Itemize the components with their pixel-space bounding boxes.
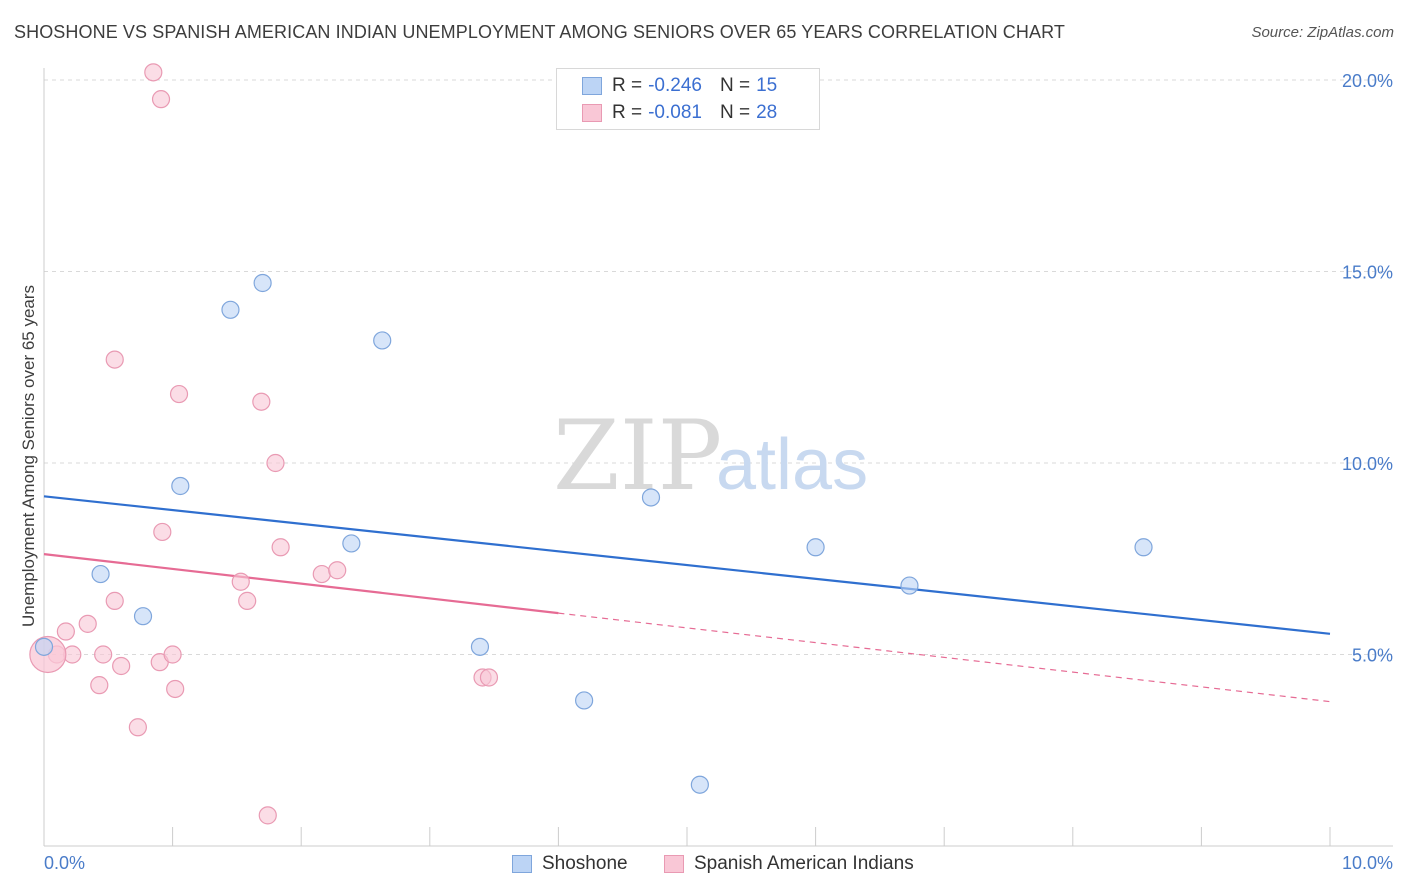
spanish-american-indians-point xyxy=(169,384,189,404)
shoshone-point xyxy=(575,691,594,710)
shoshone-point xyxy=(373,331,392,350)
shoshone-point xyxy=(1134,538,1153,557)
watermark-zip: ZIP xyxy=(553,400,722,512)
legend-n-value: 15 xyxy=(756,75,778,96)
spanish-american-indians-point xyxy=(151,90,171,109)
chart-source: Source: ZipAtlas.com xyxy=(1251,24,1394,41)
shoshone-point xyxy=(900,576,919,595)
legend-swatch-shoshone xyxy=(582,77,602,95)
spanish-american-indians-point xyxy=(105,350,124,369)
y-tick-label: 20.0% xyxy=(1342,71,1393,91)
spanish-american-indians-point xyxy=(266,453,285,473)
spanish-american-indians-point xyxy=(128,718,147,737)
spanish-american-indians-point xyxy=(78,614,97,633)
shoshone-point xyxy=(133,607,153,626)
bottom-legend-swatch-spanish-american-indians xyxy=(664,855,684,873)
legend-swatch-spanish-american-indians xyxy=(582,104,602,122)
shoshone-point xyxy=(221,300,240,319)
spanish-american-indians-point xyxy=(153,522,172,542)
legend-row-spanish-american-indians: R = -0.081 N = 28 xyxy=(557,100,777,126)
x-tick-label-min: 0.0% xyxy=(44,853,85,873)
bottom-legend-spanish-american-indians: Spanish American Indians xyxy=(664,852,914,876)
legend-n-label: N = xyxy=(719,102,751,123)
shoshone-point xyxy=(91,564,110,584)
shoshone-point xyxy=(171,476,190,496)
axis-layer: 5.0% 10.0% 15.0% 20.0% xyxy=(43,68,1393,847)
spanish-american-indians-point xyxy=(112,656,131,676)
spanish-american-indians-point xyxy=(90,676,109,695)
legend-row-shoshone: R = -0.246 N = 15 xyxy=(557,73,777,99)
shoshone-point xyxy=(342,534,361,553)
shoshone-point xyxy=(690,775,709,794)
spanish-american-indians-point xyxy=(231,572,250,591)
bottom-legend-label-shoshone: Shoshone xyxy=(542,853,628,874)
spanish-american-indians-point xyxy=(312,564,331,584)
trend-layer xyxy=(43,495,1331,703)
legend-n-label: N = xyxy=(719,75,751,96)
point-layer xyxy=(29,63,1153,825)
legend-r-value: -0.246 xyxy=(648,75,702,96)
legend-r-label: R = xyxy=(612,102,643,123)
spanish-american-indians-point xyxy=(328,561,347,580)
legend-r-label: R = xyxy=(612,75,643,96)
correlation-legend: R = -0.246 N = 15 R = -0.081 N = 28 xyxy=(556,68,820,130)
bottom-legend-label-spanish-american-indians: Spanish American Indians xyxy=(694,853,914,874)
y-tick-label: 5.0% xyxy=(1352,646,1393,666)
spanish-american-indians-point xyxy=(238,591,257,610)
spanish-american-indians-point xyxy=(271,538,290,557)
spanish-american-indians-point xyxy=(56,622,75,641)
shoshone-point xyxy=(34,637,54,656)
y-axis-title: Unemployment Among Seniors over 65 years xyxy=(19,285,38,627)
trend-line-dashed xyxy=(558,612,1331,703)
bottom-legend-shoshone: Shoshone xyxy=(512,852,628,876)
legend-r-value: -0.081 xyxy=(648,102,702,123)
spanish-american-indians-point xyxy=(479,668,499,687)
trend-line-solid xyxy=(43,553,559,615)
spanish-american-indians-point xyxy=(252,392,271,411)
shoshone-point xyxy=(806,538,825,557)
shoshone-point xyxy=(470,637,490,656)
spanish-american-indians-point xyxy=(105,591,124,610)
chart-title: SHOSHONE VS SPANISH AMERICAN INDIAN UNEM… xyxy=(14,22,1065,42)
spanish-american-indians-point xyxy=(144,63,163,82)
legend-n-value: 28 xyxy=(756,102,778,123)
x-tick-label-max: 10.0% xyxy=(1342,853,1393,873)
spanish-american-indians-point xyxy=(258,806,277,825)
spanish-american-indians-point xyxy=(166,679,185,699)
shoshone-point xyxy=(641,488,661,507)
y-tick-label: 10.0% xyxy=(1342,454,1393,474)
spanish-american-indians-point xyxy=(163,645,182,664)
shoshone-point xyxy=(253,273,272,293)
trend-line xyxy=(43,495,1331,635)
y-tick-label: 15.0% xyxy=(1342,263,1393,283)
spanish-american-indians-point xyxy=(94,645,113,664)
bottom-legend-swatch-shoshone xyxy=(512,855,532,873)
watermark-atlas: atlas xyxy=(716,425,868,505)
